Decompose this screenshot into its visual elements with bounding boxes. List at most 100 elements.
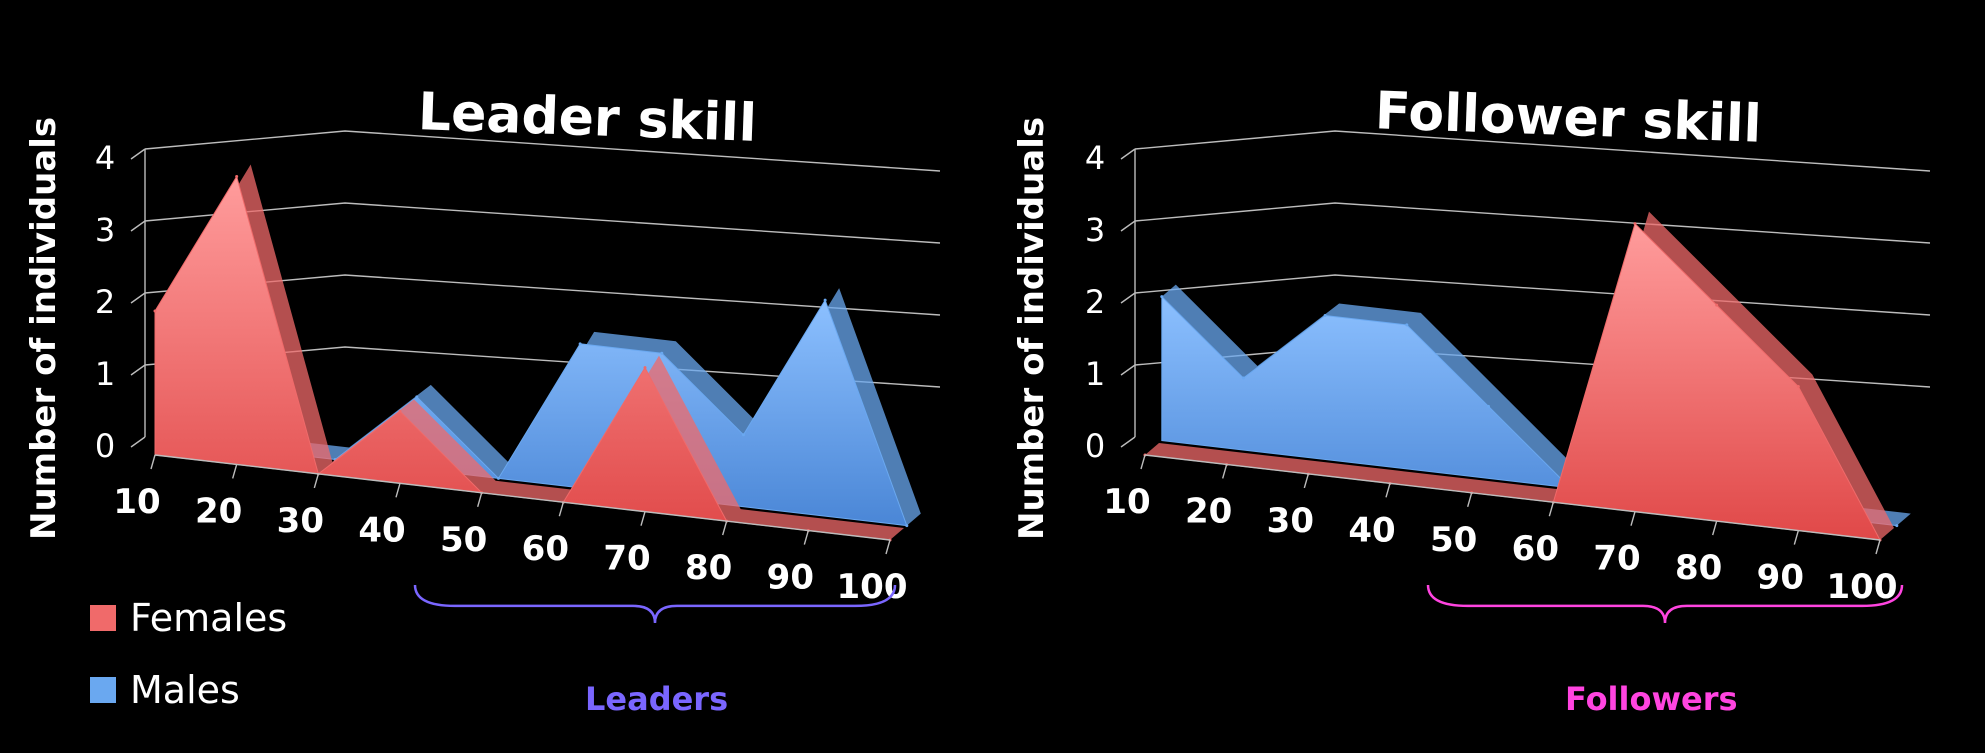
x-tick-label: 100	[837, 567, 908, 607]
x-tick	[1711, 520, 1718, 536]
x-tick	[1875, 539, 1881, 555]
x-tick-label: 10	[113, 482, 160, 522]
followers-brace	[1426, 584, 1904, 624]
data-point	[496, 476, 500, 480]
y-tick-label: 1	[95, 355, 115, 393]
y-axis-label-follower-skill: Number of individuals	[1012, 116, 1052, 540]
y-axis-label-leader-skill: Number of individuals	[24, 116, 64, 540]
group-braces	[413, 584, 1904, 624]
x-tick	[1466, 492, 1473, 507]
x-tick-label: 30	[1267, 501, 1314, 541]
x-tick-label: 10	[1103, 482, 1150, 522]
legend-label-females: Females	[130, 596, 288, 640]
gridline	[144, 202, 941, 244]
x-tick	[395, 483, 401, 498]
x-tick	[1221, 464, 1228, 479]
y-tick	[1120, 292, 1136, 304]
chart-title-leader-skill: Leader skill	[417, 82, 758, 154]
x-tick	[231, 464, 238, 479]
x-tick-label: 70	[1593, 539, 1640, 579]
data-point	[1796, 385, 1800, 389]
x-tick-label: 100	[1827, 567, 1898, 607]
legend-swatch-males	[90, 677, 116, 703]
data-point	[823, 298, 827, 302]
x-axis: 10 20 30 40 50 60 70 80 90 100	[113, 454, 908, 607]
y-tick	[1120, 220, 1136, 232]
leaders-brace	[413, 584, 897, 624]
data-point	[1486, 404, 1490, 408]
y-tick-label: 0	[95, 427, 115, 465]
x-tick-label: 40	[1348, 510, 1395, 550]
y-tick-label: 4	[1085, 139, 1105, 177]
y-tick-label: 2	[95, 283, 115, 321]
y-tick-label: 3	[95, 211, 115, 249]
gridline	[1134, 130, 1931, 172]
data-point	[1405, 323, 1409, 327]
x-tick	[150, 454, 156, 470]
x-axis: 10 20 30 40 50 60 70 80 90 100	[1103, 454, 1898, 607]
data-point	[1241, 376, 1245, 380]
x-tick	[803, 530, 810, 545]
data-point	[1160, 295, 1164, 299]
gridline	[1134, 202, 1931, 244]
gridline	[144, 130, 941, 172]
x-tick-label: 50	[1430, 520, 1477, 560]
x-tick	[885, 539, 891, 555]
x-tick-label: 20	[195, 491, 242, 531]
data-point	[1895, 524, 1899, 528]
y-tick-label: 3	[1085, 211, 1105, 249]
x-tick	[1548, 502, 1555, 517]
x-tick	[558, 502, 565, 517]
y-tick	[130, 364, 146, 376]
x-tick	[1303, 473, 1310, 489]
y-tick	[130, 148, 146, 160]
x-tick	[640, 511, 646, 526]
y-tick	[1120, 148, 1136, 160]
followers-group-label: Followers	[1565, 680, 1738, 718]
y-tick-label: 1	[1085, 355, 1105, 393]
x-tick-label: 90	[1757, 558, 1804, 598]
legend-swatch-females	[90, 605, 116, 631]
x-tick	[1385, 483, 1391, 498]
y-tick	[130, 436, 146, 448]
leader-skill-chart: 10 20 30 40 50 60 70 80 90 100 0 1 2 3 4	[95, 130, 941, 607]
data-point	[153, 309, 157, 313]
data-point	[1323, 313, 1327, 317]
data-point	[643, 366, 647, 370]
x-tick	[1793, 530, 1800, 545]
legend-item-females: Females	[90, 582, 287, 654]
data-point	[578, 342, 582, 346]
data-point	[660, 351, 664, 355]
legend-item-males: Males	[90, 654, 287, 726]
x-axis-line	[1144, 454, 1881, 541]
x-tick-label: 80	[685, 548, 732, 588]
x-tick	[1630, 511, 1636, 526]
x-tick-label: 90	[767, 558, 814, 598]
y-tick-label: 4	[95, 139, 115, 177]
x-tick	[721, 520, 728, 536]
x-tick-label: 20	[1185, 491, 1232, 531]
data-point	[235, 174, 239, 178]
y-tick-label: 0	[1085, 427, 1105, 465]
legend: Females Males	[90, 582, 287, 726]
area-ridge	[1145, 211, 1894, 540]
data-point	[398, 409, 402, 413]
y-tick	[1120, 364, 1136, 376]
y-axis: 0 1 2 3 4	[1085, 139, 1136, 465]
x-tick-label: 40	[358, 510, 405, 550]
data-point	[1633, 222, 1637, 226]
data-point	[1715, 303, 1719, 307]
x-tick	[1140, 454, 1146, 470]
data-point	[905, 524, 909, 528]
x-tick	[476, 492, 483, 507]
x-tick-label: 60	[1512, 529, 1559, 569]
x-tick-label: 30	[277, 501, 324, 541]
y-tick	[130, 292, 146, 304]
y-tick	[130, 220, 146, 232]
x-tick-label: 80	[1675, 548, 1722, 588]
follower-skill-chart: 10 20 30 40 50 60 70 80 90 100 0 1 2 3 4	[1085, 130, 1931, 607]
x-tick-label: 50	[440, 520, 487, 560]
data-point	[741, 433, 745, 437]
data-point	[415, 395, 419, 399]
